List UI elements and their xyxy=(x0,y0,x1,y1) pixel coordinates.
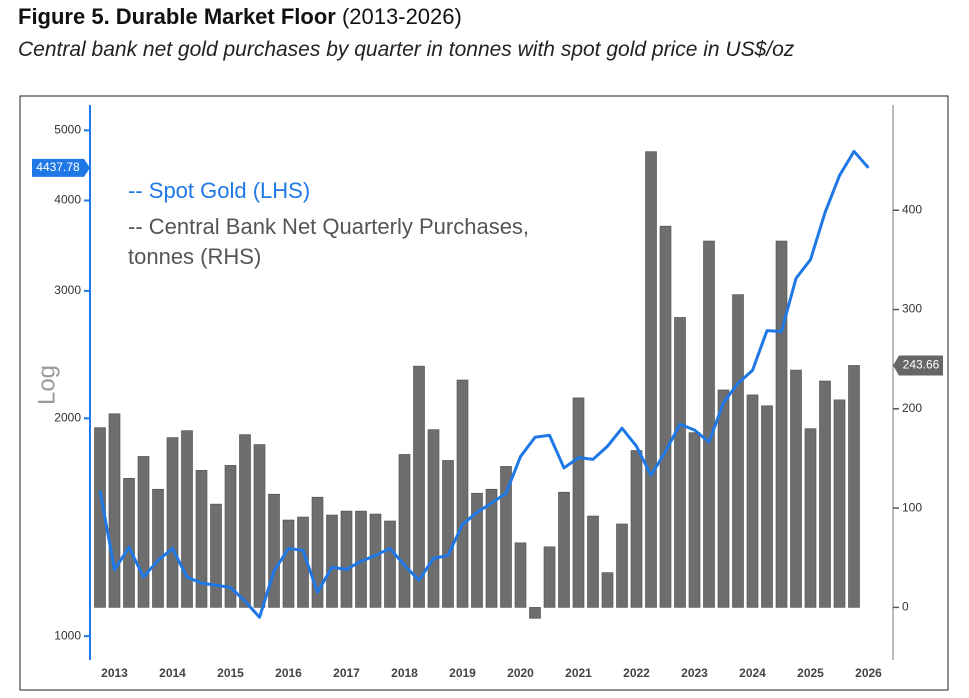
x-tick-label: 2023 xyxy=(681,666,708,680)
x-tick-label: 2019 xyxy=(449,666,476,680)
y-tick-label: 3000 xyxy=(54,283,81,297)
bar xyxy=(152,488,164,608)
chart-period: (2013-2026) xyxy=(341,4,462,29)
x-tick-label: 2020 xyxy=(507,666,534,680)
bar xyxy=(848,365,860,608)
bar xyxy=(239,434,251,608)
chart-frame xyxy=(19,95,949,691)
bar xyxy=(601,572,614,608)
bar xyxy=(456,379,469,608)
y2-tick-label: 400 xyxy=(902,202,922,216)
y2-tick-label: 200 xyxy=(902,401,922,415)
bar xyxy=(398,454,411,608)
bar xyxy=(790,369,802,608)
flag-shape xyxy=(893,355,943,376)
bar xyxy=(587,515,599,608)
bar xyxy=(471,492,483,608)
bar xyxy=(717,389,730,608)
legend: -- Spot Gold (LHS) -- Central Bank Net Qu… xyxy=(128,176,598,278)
bar xyxy=(514,542,527,608)
bar xyxy=(761,405,773,608)
y-tick-label: 1000 xyxy=(54,628,81,642)
x-tick-label: 2015 xyxy=(217,666,244,680)
bar xyxy=(645,151,657,608)
legend-entry: -- Central Bank Net Quarterly Purchases,… xyxy=(128,214,530,269)
bar xyxy=(485,488,498,608)
bar xyxy=(413,365,425,608)
bar xyxy=(224,465,237,608)
bar xyxy=(253,444,266,608)
line xyxy=(98,149,870,619)
bar xyxy=(442,460,454,608)
y-tick-label: 2000 xyxy=(54,411,81,425)
bar xyxy=(326,514,338,608)
bar xyxy=(674,317,686,608)
bar xyxy=(659,225,672,608)
chart-title: Figure 5. Durable Market Floor xyxy=(18,4,336,29)
bar xyxy=(195,470,208,608)
bar xyxy=(340,510,353,608)
bar xyxy=(282,519,295,608)
x-tick-label: 2021 xyxy=(565,666,592,680)
y2-tick-label: 100 xyxy=(902,500,922,514)
x-tick-label: 2022 xyxy=(623,666,650,680)
bar xyxy=(804,428,817,608)
bar xyxy=(746,394,759,608)
y2-tick-label: 0 xyxy=(902,600,909,614)
x-tick-label: 2013 xyxy=(101,666,128,680)
chart-subtitle: Central bank net gold purchases by quart… xyxy=(18,38,795,61)
bar xyxy=(703,240,715,608)
bar xyxy=(616,523,628,608)
x-tick-label: 2017 xyxy=(333,666,360,680)
flag-shape xyxy=(32,158,90,177)
bar xyxy=(529,607,541,619)
y-tick-label: 5000 xyxy=(54,123,81,137)
legend-entry: -- Spot Gold (LHS) xyxy=(128,178,311,203)
flag-label: 243.66 xyxy=(903,358,940,372)
bar xyxy=(427,429,440,608)
bar xyxy=(572,397,585,608)
bar xyxy=(311,496,324,608)
y2-tick-label: 300 xyxy=(902,302,922,316)
bar xyxy=(819,380,831,608)
x-tick-label: 2014 xyxy=(159,666,186,680)
title-block: Figure 5. Durable Market Floor (2013-202… xyxy=(18,4,462,30)
x-tick-label: 2016 xyxy=(275,666,302,680)
bar xyxy=(268,493,280,608)
bar xyxy=(732,294,744,608)
x-tick-label: 2018 xyxy=(391,666,418,680)
bar xyxy=(369,513,382,608)
bar xyxy=(181,430,193,608)
x-tick-label: 2026 xyxy=(855,666,882,680)
bar xyxy=(543,546,556,608)
last-value-flag: 243.66 xyxy=(893,355,943,376)
bar xyxy=(166,437,179,608)
y-tick-label: 4000 xyxy=(54,193,81,207)
bar xyxy=(775,240,788,608)
bar xyxy=(688,432,701,608)
bar xyxy=(833,399,846,608)
last-value-flag: 4437.78 xyxy=(32,158,90,177)
x-tick-label: 2025 xyxy=(797,666,824,680)
bar xyxy=(210,503,222,608)
bar xyxy=(630,450,643,608)
x-tick-label: 2024 xyxy=(739,666,766,680)
y-axis-label: Log xyxy=(33,365,60,405)
bar xyxy=(137,456,150,608)
bar xyxy=(384,520,396,608)
bar xyxy=(108,413,121,608)
bar xyxy=(558,491,570,608)
bar xyxy=(500,466,512,608)
bar xyxy=(123,478,135,608)
flag-label: 4437.78 xyxy=(36,160,80,174)
